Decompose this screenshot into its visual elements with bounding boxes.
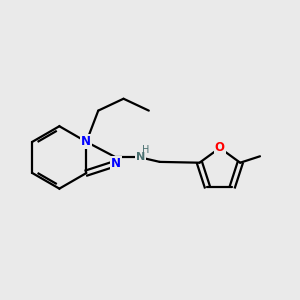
Text: N: N [136,152,145,162]
Text: O: O [215,141,225,154]
Text: N: N [111,157,121,170]
Text: N: N [81,135,92,148]
Text: H: H [142,145,149,155]
